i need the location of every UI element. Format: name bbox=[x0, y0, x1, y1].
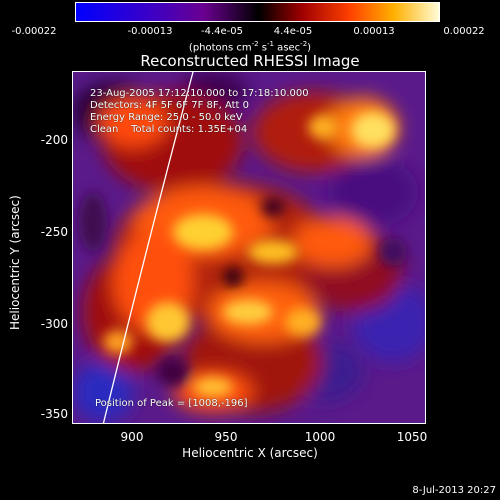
units-text: s bbox=[258, 42, 268, 54]
x-tick-label: 1050 bbox=[396, 430, 428, 444]
x-tick-label: 950 bbox=[214, 430, 238, 444]
colorbar-tick: 0.00022 bbox=[443, 26, 485, 37]
y-tick-label: -250 bbox=[40, 225, 68, 239]
clean-counts-text: Clean Total counts: 1.35E+04 bbox=[90, 124, 248, 135]
colorbar-units: (photons cm-2 s-1 asec-2) bbox=[189, 40, 311, 53]
colorbar-tick: 4.4e-05 bbox=[273, 26, 313, 37]
units-exponent: -2 bbox=[300, 40, 308, 48]
detectors-text: Detectors: 4F 5F 6F 7F 8F, Att 0 bbox=[90, 100, 250, 111]
y-tick-label: -350 bbox=[40, 407, 68, 421]
colorbar-tick: 0.00013 bbox=[353, 26, 395, 37]
footer-timestamp: 8-Jul-2013 20:27 bbox=[412, 485, 496, 496]
units-text: asec bbox=[274, 42, 301, 54]
units-exponent: -2 bbox=[251, 40, 259, 48]
time-range-text: 23-Aug-2005 17:12:10.000 to 17:18:10.000 bbox=[90, 88, 309, 99]
units-exponent: -1 bbox=[267, 40, 275, 48]
y-tick-label: -300 bbox=[40, 317, 68, 331]
energy-range-text: Energy Range: 25.0 - 50.0 keV bbox=[90, 112, 243, 123]
colorbar-tick: -4.4e-05 bbox=[201, 26, 243, 37]
units-text: (photons cm bbox=[188, 42, 252, 54]
colorbar-gradient bbox=[76, 3, 439, 21]
rhessi-image bbox=[72, 71, 426, 424]
x-tick-label: 900 bbox=[120, 430, 144, 444]
colorbar-tick: -0.00022 bbox=[11, 26, 57, 37]
peak-position-text: Position of Peak = [1008,-196] bbox=[95, 398, 248, 409]
plot-title: Reconstructed RHESSI Image bbox=[140, 52, 360, 70]
solar-limb-line bbox=[102, 72, 194, 423]
rhessi-image-map bbox=[73, 72, 425, 423]
x-tick-label: 1000 bbox=[304, 430, 336, 444]
colorbar bbox=[75, 2, 440, 22]
units-text: ) bbox=[307, 42, 312, 54]
x-axis-label: Heliocentric X (arcsec) bbox=[182, 446, 318, 460]
y-tick-label: -200 bbox=[40, 133, 68, 147]
y-axis-label: Heliocentric Y (arcsec) bbox=[8, 195, 22, 330]
colorbar-tick: -0.00013 bbox=[127, 26, 173, 37]
